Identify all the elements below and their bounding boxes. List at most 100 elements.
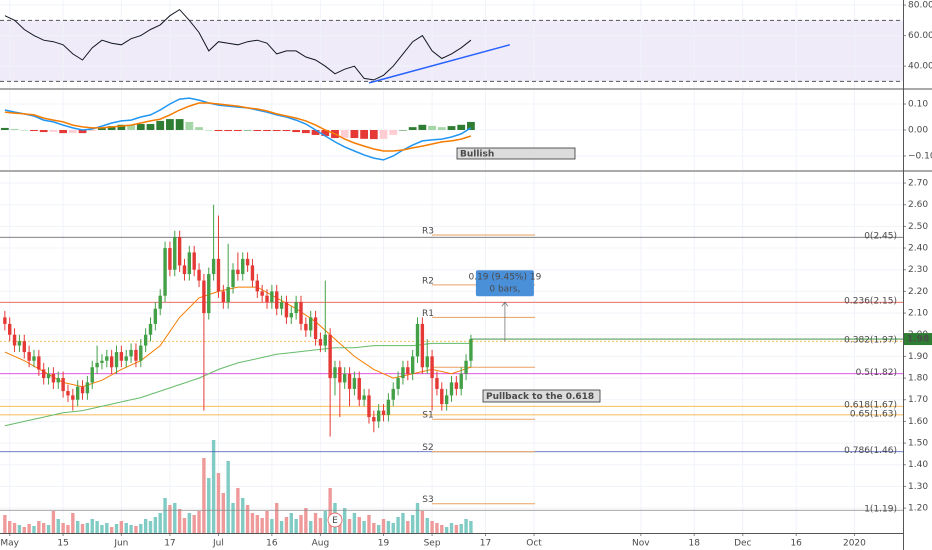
candle-body: [294, 302, 298, 314]
volume-bar: [241, 498, 245, 533]
y-tick-label: 0.10: [908, 100, 928, 110]
candle-body: [236, 269, 240, 275]
last-price-label: 1.98: [907, 335, 929, 345]
volume-bar: [105, 523, 109, 533]
histogram-bar: [117, 124, 126, 130]
volume-bar: [46, 525, 51, 533]
fib-label: 0.65(1.63): [850, 409, 897, 419]
candle-body: [367, 395, 371, 418]
candle-body: [109, 356, 114, 368]
x-tick-label: 15: [57, 539, 68, 549]
candle-body: [8, 323, 12, 335]
candle-body: [32, 356, 36, 361]
volume-bar: [211, 440, 216, 533]
volume-bar: [221, 493, 226, 533]
volume-bar: [318, 518, 323, 533]
candle-body: [207, 274, 211, 314]
volume-bar: [114, 524, 119, 533]
volume-bar: [100, 525, 104, 533]
earnings-label: E: [332, 516, 338, 526]
candle-body: [401, 367, 405, 379]
candle-body: [163, 248, 167, 296]
histogram-bar: [204, 130, 213, 131]
y-tick-label: 2.60: [908, 200, 928, 210]
volume-bar: [226, 461, 230, 533]
candle-body: [211, 258, 216, 275]
histogram-bar: [447, 126, 456, 130]
volume-bar: [323, 511, 327, 533]
measure-box: [475, 270, 534, 297]
x-tick-label: Oct: [526, 539, 542, 549]
volume-bar: [406, 521, 410, 533]
candle-body: [148, 323, 153, 335]
candle-body: [100, 360, 104, 363]
candle-body: [444, 395, 449, 405]
histogram-bar: [214, 130, 223, 132]
volume-bar: [245, 505, 250, 533]
candle-body: [347, 373, 352, 389]
histogram-bar: [369, 130, 378, 140]
volume-bar: [279, 521, 284, 533]
volume-bar: [260, 518, 264, 533]
volume-bar: [435, 523, 439, 533]
candle-body: [168, 248, 172, 270]
volume-bar: [425, 518, 429, 533]
candle-body: [410, 356, 415, 374]
candle-body: [216, 258, 221, 292]
pivot-label: R3: [422, 227, 434, 237]
y-tick-label: 2.30: [908, 265, 928, 275]
x-tick-label: 17: [164, 539, 175, 549]
candle-body: [381, 410, 386, 415]
candle-body: [192, 252, 196, 270]
x-tick-label: 17: [480, 539, 491, 549]
volume-bar: [27, 524, 31, 533]
trendline: [368, 44, 510, 84]
measure-arrowhead: [501, 301, 509, 307]
histogram-bar: [350, 130, 359, 139]
y-tick-label: 2.40: [908, 244, 928, 254]
candle-body: [3, 317, 7, 324]
histogram-bar: [340, 130, 349, 138]
rsi-band: [0, 20, 903, 82]
y-tick-label: −0.10: [908, 151, 932, 161]
histogram-bar: [282, 130, 291, 132]
fib-label: 0(2.45): [864, 232, 897, 242]
volume-bar: [367, 515, 371, 533]
candle-body: [391, 388, 395, 400]
candle-body: [182, 265, 187, 275]
volume-bar: [109, 527, 114, 533]
candle-body: [449, 382, 454, 396]
pivot-label: S3: [422, 495, 433, 505]
histogram-bar: [78, 130, 87, 134]
histogram-bar: [389, 130, 398, 135]
volume-bar: [265, 511, 269, 533]
volume-bar: [202, 458, 206, 533]
y-tick-label: 1.90: [908, 352, 928, 362]
pivot-label: R2: [422, 276, 434, 286]
earnings-marker: [327, 512, 343, 528]
candle-body: [469, 339, 473, 361]
candle-body: [435, 378, 439, 389]
volume-bar: [430, 521, 434, 533]
candle-body: [37, 356, 41, 370]
histogram-bar: [107, 126, 116, 130]
pivot-label: S1: [422, 411, 433, 421]
histogram-bar: [136, 124, 145, 130]
candle-body: [338, 367, 342, 383]
volume-bar: [119, 521, 124, 533]
candle-body: [376, 410, 381, 422]
volume-bar: [381, 519, 386, 533]
volume-bar: [420, 511, 425, 533]
volume-bar: [464, 519, 468, 533]
histogram-bar: [224, 130, 233, 132]
volume-bar: [255, 515, 260, 533]
candle-body: [124, 356, 128, 361]
candle-body: [386, 399, 391, 415]
y-tick-label: 1.80: [908, 374, 928, 384]
candle-body: [440, 388, 444, 405]
histogram-bar: [127, 125, 135, 130]
candle-body: [420, 323, 425, 368]
volume-bar: [250, 513, 255, 533]
candle-body: [323, 334, 327, 346]
